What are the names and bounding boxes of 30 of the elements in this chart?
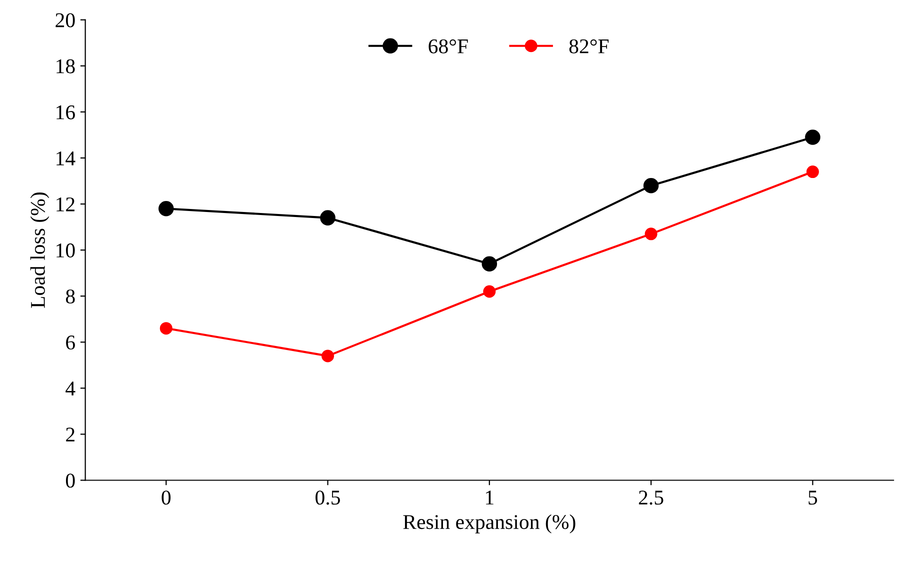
point [322, 350, 334, 362]
y-tick-label: 6 [66, 336, 75, 350]
legend-label: 68°F [428, 39, 468, 54]
point [482, 256, 498, 272]
x-tick-label: 0.5 [316, 490, 340, 505]
y-tick-label: 12 [56, 197, 74, 212]
y-tick-label: 4 [66, 382, 76, 396]
x-tick-label: 2.5 [638, 490, 664, 505]
y-axis-title: Load loss (%) [30, 192, 50, 308]
y-tick-label: 2 [66, 428, 74, 442]
point [483, 285, 496, 298]
point [643, 178, 659, 194]
point [160, 322, 172, 335]
y-tick-label: 10 [56, 243, 75, 258]
y-tick-label: 14 [56, 151, 76, 166]
legend-label: 82°F [569, 39, 609, 54]
point [158, 200, 174, 216]
point [805, 130, 820, 145]
x-tick-label: 0 [162, 490, 171, 505]
y-tick-label: 20 [56, 13, 75, 28]
y-tick-label: 16 [56, 105, 75, 120]
x-axis-title: Resin expansion (%) [403, 514, 576, 534]
y-tick-label: 0 [66, 474, 75, 488]
point [644, 228, 658, 240]
y-tick-label: 8 [66, 289, 75, 304]
y-tick-label: 18 [56, 59, 75, 74]
point [320, 210, 336, 226]
x-tick-label: 1 [486, 490, 494, 504]
x-tick-label: 5 [808, 490, 818, 505]
point [806, 166, 819, 178]
